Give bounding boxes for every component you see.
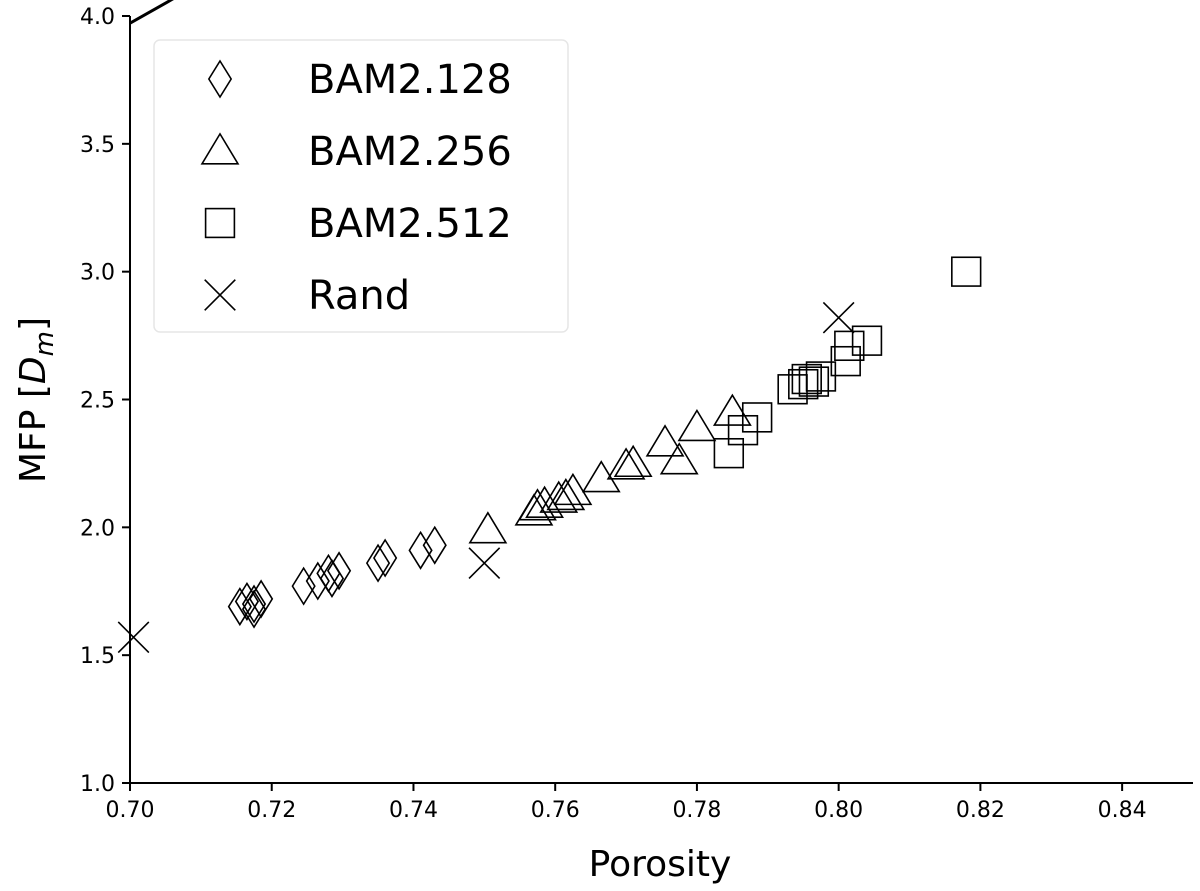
- data-point-square: [741, 402, 773, 433]
- fit-layer: [129, 0, 175, 25]
- x-ticks: 0.70 0.72 0.74 0.76 0.78 0.80 0.82 0.84: [106, 783, 1147, 823]
- legend-marker-x: [204, 279, 236, 311]
- data-point-square: [805, 361, 837, 392]
- y-axis-title-prefix: MFP [: [13, 384, 54, 483]
- data-point-square: [830, 345, 861, 377]
- data-point-diamond: [291, 566, 316, 606]
- data-point-diamond: [305, 561, 330, 601]
- data-point-square: [798, 366, 830, 397]
- data-point-square: [951, 256, 982, 287]
- y-axis-title: MFP [Dm]: [13, 317, 60, 483]
- series-square: [713, 256, 982, 469]
- data-point-triangle: [539, 480, 579, 513]
- y-axis-title-math-base: D: [13, 356, 54, 384]
- legend-box: [153, 39, 569, 333]
- x-tick-label: 0.72: [247, 798, 296, 823]
- data-point-triangle: [546, 478, 586, 511]
- y-axis-title-math-sub: m: [30, 331, 60, 356]
- x-tick-label: 0.70: [106, 798, 155, 823]
- data-point-diamond: [241, 589, 267, 629]
- data-point-triangle: [613, 444, 653, 478]
- y-tick-label: 4.0: [80, 5, 115, 30]
- data-point-triangle: [518, 488, 557, 521]
- data-point-triangle: [606, 447, 646, 480]
- x-tick-label: 0.84: [1098, 798, 1147, 823]
- data-point-triangle: [712, 393, 752, 426]
- x-tick-label: 0.74: [389, 798, 438, 823]
- x-tick-label: 0.76: [531, 798, 580, 823]
- data-point-diamond: [241, 584, 267, 624]
- y-tick-label: 2.5: [80, 389, 115, 414]
- data-point-triangle: [468, 511, 508, 544]
- data-point-triangle: [659, 442, 699, 475]
- data-point-triangle: [645, 424, 685, 457]
- data-point-diamond: [408, 530, 433, 570]
- data-point-square: [788, 368, 819, 400]
- legend-marker-diamond: [207, 59, 233, 99]
- series-x: [117, 301, 855, 654]
- data-point-x: [117, 621, 150, 654]
- data-point-x: [468, 547, 501, 579]
- data-point-diamond: [365, 543, 391, 583]
- data-point-diamond: [422, 525, 447, 565]
- series-triangle: [468, 393, 752, 544]
- legend-label: BAM2.128: [308, 57, 512, 103]
- marker-layer: [117, 256, 982, 654]
- x-axis-title: Porosity: [589, 844, 732, 885]
- y-tick-label: 3.5: [80, 133, 115, 158]
- x-tick-label: 0.82: [956, 798, 1005, 823]
- legend-marker-square: [204, 207, 236, 239]
- data-point-square: [851, 325, 883, 356]
- data-point-square: [834, 330, 865, 362]
- y-tick-label: 1.5: [80, 644, 115, 669]
- data-point-triangle: [553, 472, 593, 506]
- y-tick-label: 2.0: [80, 516, 115, 541]
- legend-marker-triangle: [200, 132, 240, 165]
- legend-label: BAM2.256: [308, 129, 512, 175]
- x-tick-label: 0.80: [814, 798, 863, 823]
- y-tick-label: 1.0: [80, 772, 115, 797]
- y-ticks: 1.0 1.5 2.0 2.5 3.0 3.5 4.0: [80, 5, 130, 797]
- fit-curve-line: [129, 0, 175, 25]
- series-diamond: [227, 525, 447, 629]
- y-tick-label: 3.0: [80, 261, 115, 286]
- data-point-triangle: [581, 460, 621, 493]
- data-point-triangle: [525, 485, 564, 518]
- legend-label: Rand: [308, 273, 410, 319]
- y-axis-title-close: ]: [13, 317, 54, 331]
- legend: BAM2.128 BAM2.256 BAM2.512 Rand: [153, 39, 569, 333]
- data-point-diamond: [234, 581, 260, 621]
- legend-items: BAM2.128 BAM2.256 BAM2.512 Rand: [200, 57, 512, 319]
- data-point-x: [822, 301, 855, 334]
- data-point-diamond: [316, 553, 341, 593]
- legend-label: BAM2.512: [308, 201, 512, 247]
- data-point-diamond: [326, 551, 352, 591]
- data-point-diamond: [373, 538, 398, 578]
- x-tick-label: 0.78: [672, 798, 721, 823]
- data-point-triangle: [677, 408, 717, 442]
